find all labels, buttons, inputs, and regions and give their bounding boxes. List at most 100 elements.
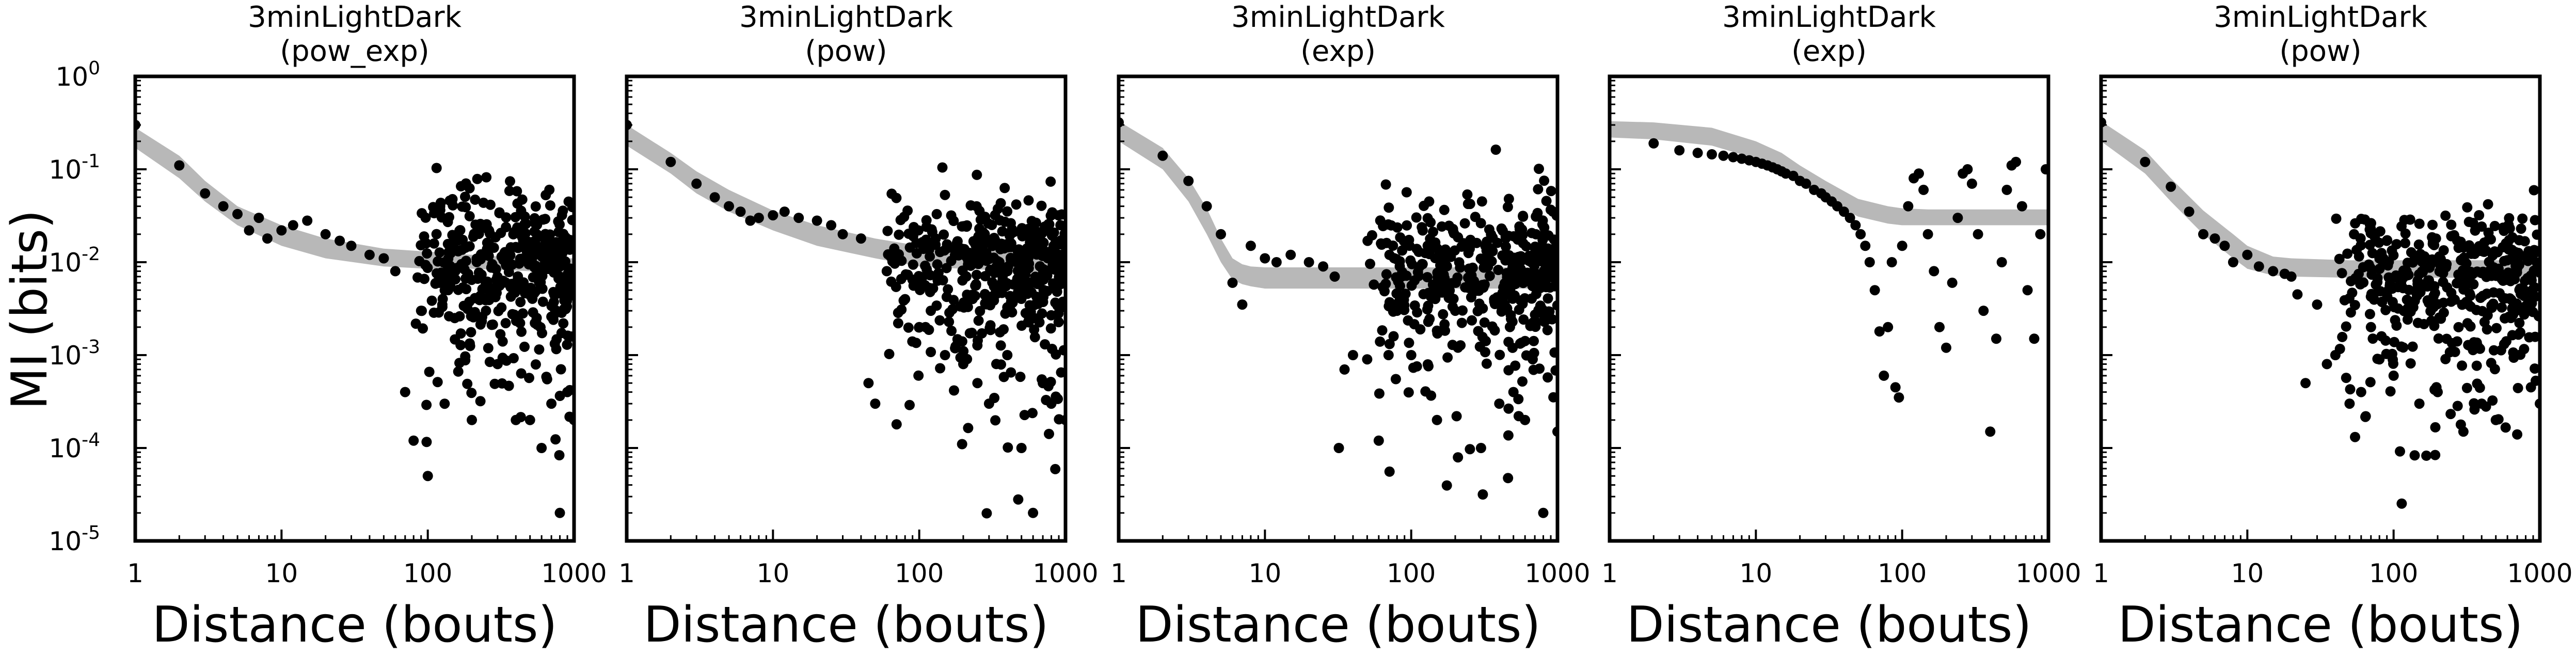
x-tick-label: 1000 <box>1524 558 1590 588</box>
data-point <box>517 308 528 319</box>
data-point <box>665 156 676 167</box>
data-point <box>1466 292 1476 302</box>
data-point <box>1391 272 1402 283</box>
data-point <box>1053 239 1063 250</box>
data-point <box>2471 305 2482 315</box>
data-point <box>1381 269 1392 280</box>
data-point <box>422 471 433 482</box>
x-tick-label: 1 <box>2093 558 2109 588</box>
data-point <box>501 222 512 232</box>
data-point <box>469 229 480 239</box>
data-point <box>2388 354 2398 365</box>
data-point <box>1541 257 1552 268</box>
data-point <box>1546 186 1556 197</box>
data-point <box>934 315 945 326</box>
data-point <box>2529 185 2539 196</box>
data-point <box>904 399 915 410</box>
data-point <box>452 235 463 246</box>
data-point <box>1475 443 1486 453</box>
data-point <box>1406 350 1417 360</box>
data-point <box>518 277 529 288</box>
data-point <box>2424 275 2435 286</box>
data-point <box>1462 199 1473 210</box>
data-point <box>478 197 489 208</box>
data-point <box>2404 284 2414 295</box>
data-point <box>960 251 971 262</box>
data-point <box>2253 261 2264 272</box>
data-point <box>2530 363 2540 374</box>
data-point <box>1404 234 1414 245</box>
data-point <box>709 192 720 203</box>
data-point <box>1003 442 1013 453</box>
data-point <box>447 194 458 204</box>
data-point <box>1548 392 1557 403</box>
data-point <box>1454 257 1465 268</box>
data-point <box>2367 333 2378 344</box>
data-point <box>2341 321 2351 332</box>
data-point <box>507 259 517 270</box>
data-point <box>530 359 541 370</box>
data-point <box>911 338 921 348</box>
data-point <box>1002 206 1013 217</box>
data-point <box>886 188 897 199</box>
data-point <box>1051 391 1061 402</box>
data-point <box>1412 267 1423 278</box>
data-point <box>1050 463 1061 474</box>
data-point <box>1897 241 1907 251</box>
data-point <box>564 411 574 422</box>
x-tick-label: 1000 <box>2015 558 2081 588</box>
data-point <box>1427 279 1438 290</box>
y-tick-label: 100 <box>55 58 100 92</box>
data-point <box>437 301 448 312</box>
data-point <box>2312 299 2323 310</box>
data-point <box>1237 299 1248 310</box>
data-point <box>1886 257 1897 267</box>
data-point <box>335 235 345 246</box>
data-point <box>428 238 439 249</box>
data-point <box>971 269 982 280</box>
data-point <box>420 212 431 223</box>
data-point <box>1377 325 1388 336</box>
data-point <box>302 215 313 226</box>
data-point <box>2366 218 2376 229</box>
data-point <box>346 241 357 251</box>
x-tick-label: 100 <box>2369 558 2418 588</box>
x-tick-label: 1 <box>618 558 635 588</box>
data-point <box>554 391 565 401</box>
plot-area <box>627 120 1066 519</box>
data-point <box>1985 426 1996 437</box>
data-point <box>1531 229 1541 239</box>
data-point <box>1883 322 1894 332</box>
data-point <box>1490 145 1501 155</box>
data-point <box>466 275 477 285</box>
data-point <box>2445 409 2456 420</box>
data-point <box>1453 232 1464 243</box>
data-point <box>2483 199 2493 210</box>
data-point <box>1048 282 1059 292</box>
data-point <box>911 248 922 259</box>
data-point <box>1947 277 1958 288</box>
data-point <box>555 364 566 375</box>
data-point <box>2450 294 2460 305</box>
data-point <box>1403 315 1413 326</box>
data-point <box>2469 398 2479 409</box>
data-point <box>541 372 552 382</box>
data-point <box>1996 257 2007 267</box>
data-point <box>2517 213 2528 224</box>
data-point <box>421 399 432 410</box>
data-point <box>484 357 495 367</box>
data-point <box>1465 444 1475 455</box>
data-point <box>2500 313 2510 324</box>
data-point <box>2409 253 2420 264</box>
data-point <box>1047 207 1058 218</box>
data-point <box>920 322 931 332</box>
data-point <box>894 249 904 260</box>
x-tick-label: 10 <box>265 558 298 588</box>
data-point <box>430 278 441 289</box>
data-point <box>1029 324 1040 335</box>
data-point <box>2486 270 2497 281</box>
data-point <box>2344 398 2355 409</box>
data-point <box>532 219 543 230</box>
data-point <box>946 210 957 221</box>
x-axis-label: Distance (bouts) <box>152 597 557 653</box>
